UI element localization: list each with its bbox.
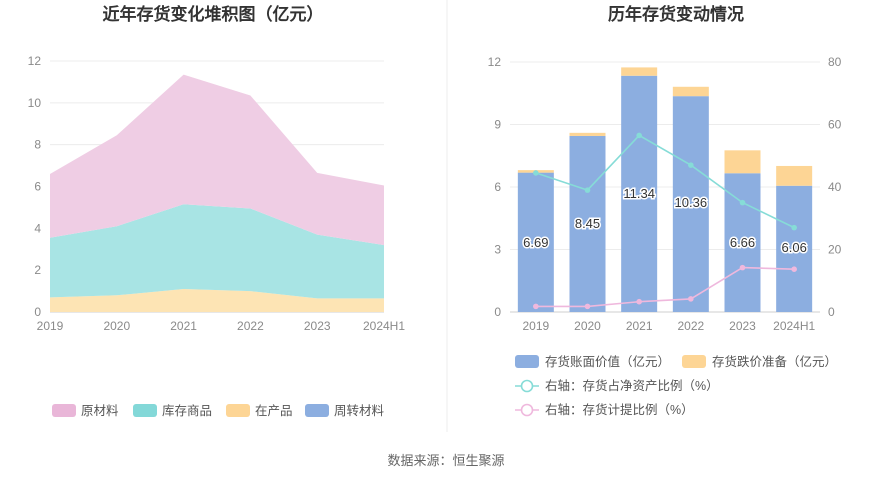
point-右轴：存货计提比例（%） [533,303,539,310]
point-右轴：存货占净资产比例（%） [584,187,591,193]
bar-存货跌价准备（亿元） [569,132,606,136]
left-legend: 原材料 库存商品 在产品 周转材料 [52,403,385,418]
right-y2-tick: 80 [828,55,842,69]
left-x-tick: 2020 [103,319,130,333]
right-lines [533,132,797,310]
legend-swatch [305,404,329,417]
bar-value-label: 6.69 [523,235,548,250]
right-left-axis: 0 3 6 9 12 [488,55,502,319]
right-bars [517,67,813,313]
right-y-tick: 3 [494,243,501,257]
bar-存货跌价准备（亿元） [621,67,658,76]
point-右轴：存货占净资产比例（%） [636,132,642,139]
legend-swatch [52,404,76,417]
right-x-tick: 2023 [729,319,756,333]
legend-label: 原材料 [81,404,119,418]
left-chart: 近年存货变化堆积图（亿元） 0 2 4 6 8 10 12 2019 2020 2021 2022… [28,4,406,418]
left-y-tick: 4 [34,221,41,235]
left-x-tick: 2023 [304,319,331,333]
point-右轴：存货占净资产比例（%） [688,162,694,168]
point-右轴：存货计提比例（%） [688,296,694,302]
bar-存货账面价值（亿元） [569,135,606,312]
legend-swatch [226,404,250,417]
right-y2-tick: 20 [828,243,842,257]
left-y-axis: 0 2 4 6 8 10 12 [28,54,42,319]
right-right-axis: 0 20 40 60 80 [828,55,842,319]
bar-value-label: 11.34 [623,186,655,201]
legend-marker [520,403,534,417]
legend-swatch [682,355,706,368]
line-右轴：存货占净资产比例（%） [535,134,795,229]
legend-label: 存货跌价准备（亿元） [712,354,837,369]
point-右轴：存货计提比例（%） [636,298,642,305]
bar-value-label: 6.06 [782,240,807,255]
bar-存货账面价值（亿元） [724,173,761,312]
left-y-tick: 6 [34,180,41,194]
right-x-tick: 2024H1 [773,319,815,333]
right-x-axis: 2019 2020 2021 2022 2023 2024H1 [522,319,815,333]
legend-swatch [133,404,157,417]
left-x-tick: 2022 [237,319,264,333]
legend-label: 存货账面价值（亿元） [545,354,670,369]
area-库存商品 [50,204,384,299]
right-y2-tick: 40 [828,180,842,194]
bar-value-label: 10.36 [675,195,708,210]
right-chart: 历年存货变动情况 6.69 8.45 11.34 10.36 6.66 6.06 0 3 6 9… [488,4,842,417]
legend-label: 右轴：存货计提比例（%） [545,402,694,417]
left-stacked-areas [50,74,384,312]
legend-label: 右轴：存货占净资产比例（%） [545,378,719,393]
left-x-tick: 2019 [37,319,64,333]
right-x-tick: 2020 [574,319,601,333]
left-x-axis: 2019 2020 2021 2022 2023 2024H1 [37,319,406,333]
bar-value-label: 8.45 [575,216,600,231]
right-y-tick: 0 [494,305,501,319]
bar-存货跌价准备（亿元） [724,150,761,174]
left-x-tick: 2021 [170,319,197,333]
area-原材料 [50,74,384,246]
left-y-tick: 0 [34,305,41,319]
right-y2-tick: 60 [828,118,842,132]
bar-存货跌价准备（亿元） [776,165,813,186]
right-x-tick: 2022 [677,319,704,333]
right-y-tick: 9 [494,118,501,132]
right-bar-labels: 6.69 8.45 11.34 10.36 6.66 6.06 [522,185,809,257]
bar-存货账面价值（亿元） [776,185,813,312]
left-y-tick: 8 [34,138,41,152]
data-source-label: 数据来源：恒生聚源 [387,453,504,468]
bar-存货账面价值（亿元） [672,96,709,313]
legend-label: 在产品 [255,404,293,418]
right-chart-title: 历年存货变动情况 [608,4,744,24]
bar-存货账面价值（亿元） [517,172,554,312]
bar-存货跌价准备（亿元） [672,86,709,97]
point-右轴：存货占净资产比例（%） [791,224,797,231]
right-x-tick: 2019 [522,319,549,333]
right-y-tick: 12 [488,55,502,69]
left-x-tick: 2024H1 [363,319,405,333]
right-gridlines [510,61,820,313]
bar-存货账面价值（亿元） [621,75,658,312]
legend-marker [520,379,534,393]
line-右轴：存货计提比例（%） [535,266,795,308]
area-在产品 [50,289,384,312]
bar-value-label: 6.66 [730,235,755,250]
point-右轴：存货计提比例（%） [739,264,746,271]
point-右轴：存货计提比例（%） [791,266,797,272]
point-右轴：存货占净资产比例（%） [739,199,746,206]
legend-swatch [515,355,539,368]
left-y-tick: 2 [34,263,41,277]
right-x-tick: 2021 [626,319,653,333]
left-y-tick: 10 [28,96,42,110]
right-y-tick: 6 [494,180,501,194]
legend-label: 周转材料 [334,403,385,418]
right-y2-tick: 0 [828,305,835,319]
legend-label: 库存商品 [162,403,212,418]
left-chart-title: 近年存货变化堆积图（亿元） [103,4,324,24]
left-y-tick: 12 [28,54,42,68]
point-右轴：存货占净资产比例（%） [533,170,539,176]
point-右轴：存货计提比例（%） [584,303,591,310]
right-legend: 存货账面价值（亿元） 存货跌价准备（亿元） 右轴：存货占净资产比例（%） 右轴：存货计… [515,354,837,417]
